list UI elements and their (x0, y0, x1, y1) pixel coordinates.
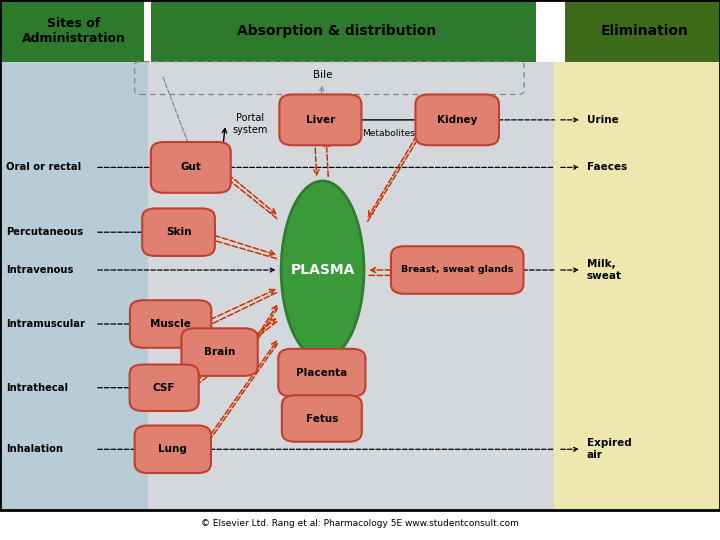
FancyBboxPatch shape (135, 426, 211, 473)
Text: Milk,
sweat: Milk, sweat (587, 259, 622, 281)
FancyBboxPatch shape (0, 62, 148, 510)
FancyBboxPatch shape (130, 300, 212, 348)
Text: Sites of
Administration: Sites of Administration (22, 17, 126, 45)
Text: Muscle: Muscle (150, 319, 191, 329)
FancyBboxPatch shape (148, 0, 536, 62)
Text: Inhalation: Inhalation (6, 444, 63, 454)
Text: Intrathecal: Intrathecal (6, 383, 68, 393)
Text: CSF: CSF (153, 383, 176, 393)
Text: Urine: Urine (587, 115, 618, 125)
Text: Intramuscular: Intramuscular (6, 319, 85, 329)
FancyBboxPatch shape (130, 364, 199, 411)
FancyBboxPatch shape (563, 0, 720, 62)
Text: Placenta: Placenta (296, 368, 348, 377)
FancyBboxPatch shape (279, 94, 361, 145)
Text: Skin: Skin (166, 227, 192, 237)
FancyBboxPatch shape (554, 62, 720, 510)
FancyBboxPatch shape (148, 62, 554, 510)
Text: PLASMA: PLASMA (290, 263, 355, 277)
Text: Faeces: Faeces (587, 163, 627, 172)
FancyBboxPatch shape (143, 208, 215, 256)
FancyBboxPatch shape (547, 0, 565, 62)
FancyBboxPatch shape (181, 328, 258, 376)
Text: Intravenous: Intravenous (6, 265, 73, 275)
FancyBboxPatch shape (151, 142, 230, 193)
Text: © Elsevier Ltd. Rang et al: Pharmacology 5E www.studentconsult.com: © Elsevier Ltd. Rang et al: Pharmacology… (201, 519, 519, 528)
Text: Gut: Gut (181, 163, 201, 172)
Text: Portal
system: Portal system (233, 113, 269, 135)
Text: Liver: Liver (306, 115, 335, 125)
Ellipse shape (282, 181, 364, 359)
Text: Fetus: Fetus (306, 414, 338, 423)
Text: Expired
air: Expired air (587, 438, 631, 460)
FancyBboxPatch shape (279, 349, 366, 396)
Text: Metabolites: Metabolites (362, 129, 415, 138)
FancyBboxPatch shape (0, 0, 148, 62)
Text: Oral or rectal: Oral or rectal (6, 163, 81, 172)
Text: Bile: Bile (312, 70, 333, 79)
Text: Absorption & distribution: Absorption & distribution (237, 24, 436, 38)
FancyBboxPatch shape (391, 246, 523, 294)
Text: Lung: Lung (158, 444, 187, 454)
Text: Brain: Brain (204, 347, 235, 357)
FancyBboxPatch shape (144, 0, 151, 62)
Text: Breast, sweat glands: Breast, sweat glands (401, 266, 513, 274)
Text: Percutaneous: Percutaneous (6, 227, 83, 237)
Text: Kidney: Kidney (437, 115, 477, 125)
FancyBboxPatch shape (415, 94, 499, 145)
FancyBboxPatch shape (282, 395, 361, 442)
Text: Elimination: Elimination (600, 24, 688, 38)
